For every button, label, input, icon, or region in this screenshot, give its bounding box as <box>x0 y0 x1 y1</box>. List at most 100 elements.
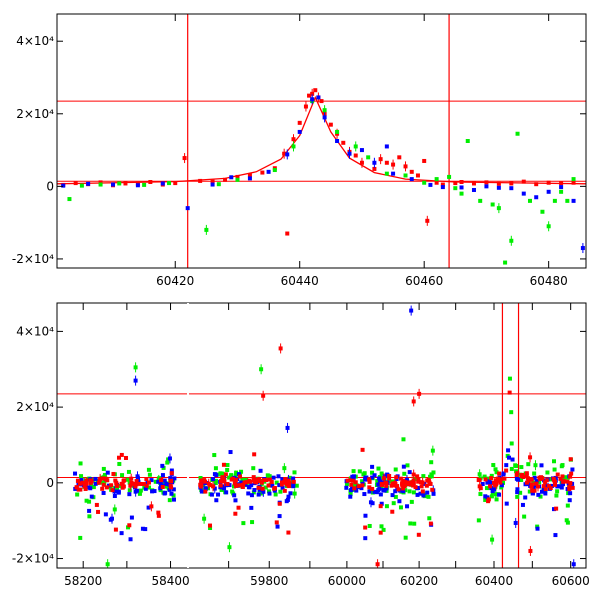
data-point-green <box>491 463 496 468</box>
data-point-green <box>459 191 464 196</box>
data-point-red <box>146 480 151 485</box>
data-point-green <box>571 177 576 182</box>
data-point-red <box>286 530 291 535</box>
data-point-blue <box>232 493 237 498</box>
data-point-blue <box>271 475 276 480</box>
data-point-red <box>207 523 212 528</box>
data-point-blue <box>384 144 389 149</box>
data-point-red <box>120 481 125 486</box>
data-point-red <box>236 505 241 510</box>
data-point-red <box>134 479 139 484</box>
data-point-blue <box>280 485 285 490</box>
data-point-green <box>265 473 270 478</box>
data-point-red <box>494 482 499 487</box>
data-point-green <box>292 470 297 475</box>
data-point-red <box>252 479 257 484</box>
data-point-blue <box>374 490 379 495</box>
data-point-green <box>291 144 296 149</box>
data-point-green <box>429 474 434 479</box>
data-point-green <box>232 484 237 489</box>
data-point-green <box>87 514 92 519</box>
data-point-green <box>545 470 550 475</box>
data-point-red <box>367 479 372 484</box>
data-point-red <box>110 488 115 493</box>
data-point-green <box>120 473 125 478</box>
data-point-green <box>117 181 122 186</box>
data-point-blue <box>568 491 573 496</box>
data-point-green <box>532 471 537 476</box>
data-point-red <box>453 181 458 186</box>
data-point-green <box>84 498 89 503</box>
outlier-point-red <box>411 399 416 404</box>
data-point-red <box>203 479 208 484</box>
data-point-red <box>525 476 530 481</box>
data-point-blue <box>501 472 506 477</box>
data-point-blue <box>310 97 315 102</box>
data-point-red <box>382 476 387 481</box>
data-point-red <box>286 484 291 489</box>
data-point-blue <box>485 495 490 500</box>
data-point-blue <box>532 475 537 480</box>
y-tick-label: 0 <box>46 476 54 490</box>
data-point-red <box>218 483 223 488</box>
data-point-red <box>237 474 242 479</box>
data-point-green <box>351 469 356 474</box>
data-point-blue <box>171 497 176 502</box>
data-point-red <box>384 483 389 488</box>
data-point-red <box>411 472 416 477</box>
data-point-red <box>116 455 121 460</box>
y-tick-label: 0 <box>46 179 54 193</box>
data-point-red <box>234 483 239 488</box>
data-point-blue <box>372 473 377 478</box>
data-point-green <box>198 475 203 480</box>
data-point-green <box>499 485 504 490</box>
data-point-red <box>570 485 575 490</box>
data-point-red <box>483 477 488 482</box>
data-point-blue <box>252 488 257 493</box>
data-point-red <box>529 477 534 482</box>
data-point-green <box>235 177 240 182</box>
data-point-red <box>291 479 296 484</box>
data-point-green <box>344 482 349 487</box>
data-point-red <box>411 481 416 486</box>
data-point-blue <box>101 490 106 495</box>
y-tick-label: 2×10⁴ <box>16 107 54 121</box>
data-point-red <box>488 484 493 489</box>
data-point-green <box>476 518 481 523</box>
data-point-red <box>400 483 405 488</box>
data-point-blue <box>347 151 352 156</box>
data-point-blue <box>249 505 254 510</box>
data-point-green <box>153 479 158 484</box>
data-point-green <box>244 477 249 482</box>
data-point-red <box>182 156 187 161</box>
data-point-green <box>274 480 279 485</box>
data-point-blue <box>276 474 281 479</box>
data-point-green <box>126 525 131 530</box>
data-point-red <box>283 476 288 481</box>
data-point-blue <box>513 520 518 525</box>
data-point-blue <box>79 478 84 483</box>
y-tick-label: 4×10⁴ <box>16 34 54 48</box>
data-point-red <box>413 485 418 490</box>
outlier-point-green <box>133 365 138 370</box>
data-point-blue <box>110 516 115 521</box>
data-point-blue <box>354 488 359 493</box>
data-point-red <box>422 158 427 163</box>
data-point-blue <box>497 492 502 497</box>
data-point-blue <box>228 450 233 455</box>
data-point-green <box>367 523 372 528</box>
data-point-blue <box>128 537 133 542</box>
data-point-red <box>509 181 514 186</box>
data-point-green <box>357 469 362 474</box>
data-point-red <box>223 177 228 182</box>
data-point-blue <box>277 514 282 519</box>
data-point-red <box>319 99 324 104</box>
data-point-green <box>234 470 239 475</box>
data-point-green <box>138 488 143 493</box>
data-point-red <box>492 480 497 485</box>
data-point-green <box>509 410 514 415</box>
data-point-blue <box>214 473 219 478</box>
data-point-red <box>534 182 539 187</box>
data-point-red <box>101 482 106 487</box>
data-point-blue <box>390 493 395 498</box>
